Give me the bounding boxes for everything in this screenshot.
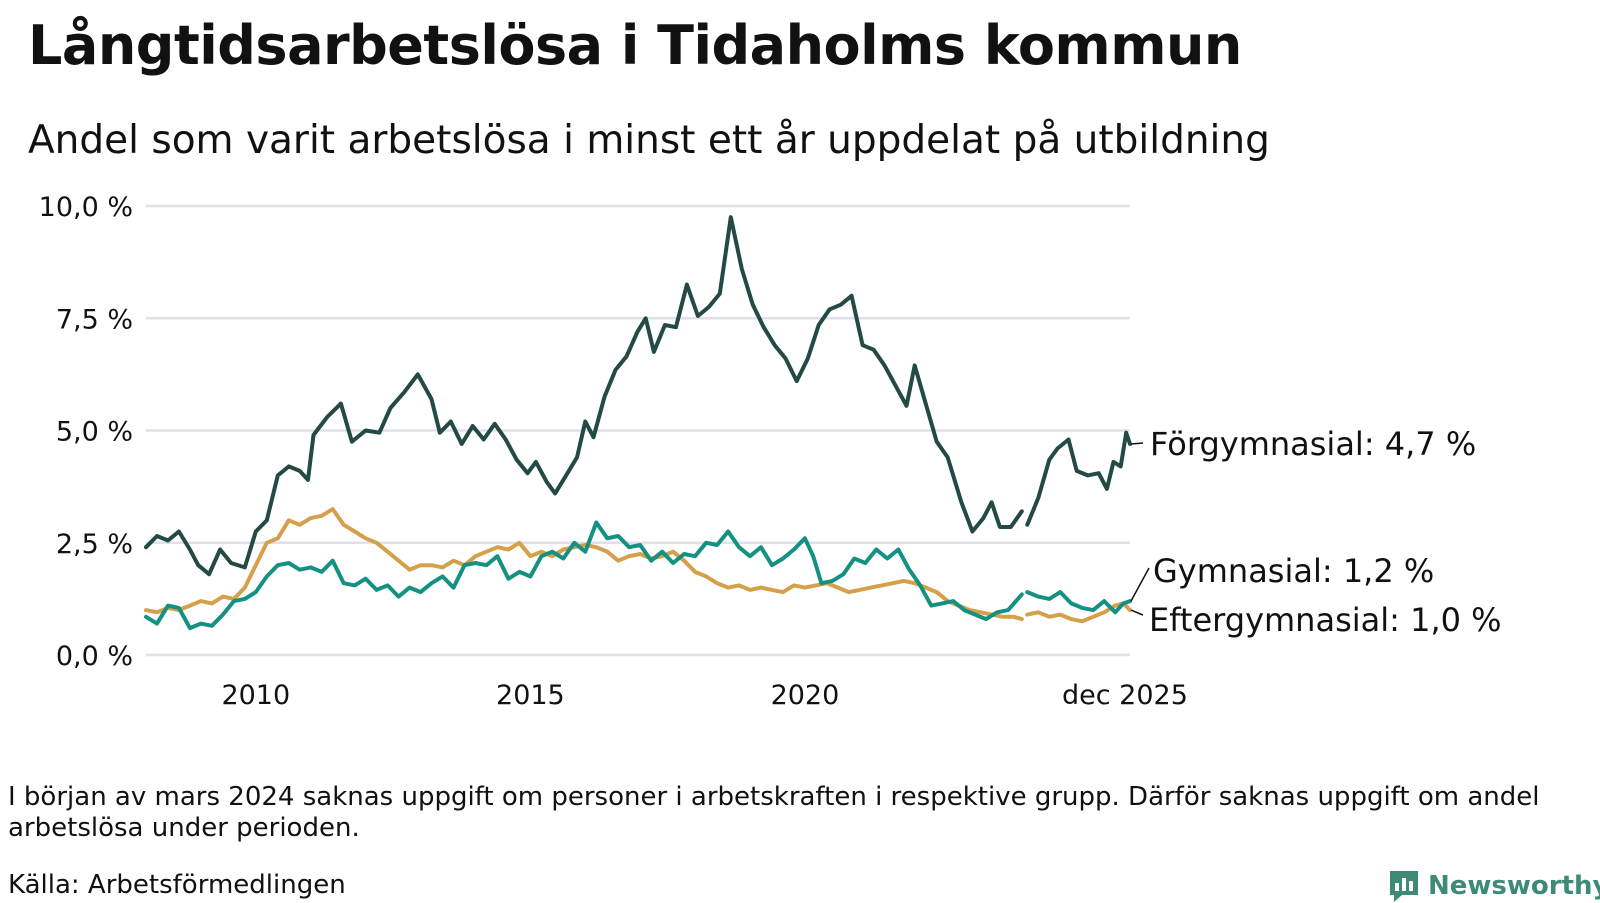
x-tick-label: 2020 [771, 680, 840, 711]
y-tick-label: 5,0 % [56, 417, 133, 448]
y-tick-label: 0,0 % [56, 641, 133, 672]
grid-layer [146, 204, 1130, 657]
x-tick-label: 2010 [221, 680, 290, 711]
series-end-label: Eftergymnasial: 1,0 % [1149, 601, 1502, 639]
line-chart: 0,0 % 2,5 % 5,0 % 7,5 % 10,0 % 2010 2015 2020 d… [39, 192, 1502, 711]
label-leader-line [1130, 609, 1144, 616]
series-line-forgymnasial [1025, 430, 1132, 527]
series-line-gymnasial [144, 520, 1024, 631]
source-text: Källa: Arbetsförmedlingen [8, 870, 346, 900]
label-leader-line [1130, 567, 1150, 602]
series-layer [144, 215, 1132, 631]
series-labels: Förgymnasial: 4,7 % Gymnasial: 1,2 % Efter… [1130, 425, 1502, 639]
series-end-label: Gymnasial: 1,2 % [1153, 552, 1434, 590]
y-tick-label: 10,0 % [39, 192, 133, 223]
x-axis-ticks: 2010 2015 2020 dec 2025 [221, 680, 1187, 711]
series-line-eftergymnasial [1025, 601, 1132, 624]
y-tick-label: 7,5 % [56, 304, 133, 335]
brand-name: Newsworthy [1428, 871, 1600, 901]
label-leader-line [1130, 442, 1144, 445]
series-line-forgymnasial [144, 215, 1024, 577]
y-axis-ticks: 0,0 % 2,5 % 5,0 % 7,5 % 10,0 % [39, 192, 133, 672]
x-tick-label: 2015 [496, 680, 565, 711]
newsworthy-logo-icon [1390, 871, 1418, 902]
footnote: I början av mars 2024 saknas uppgift om … [8, 782, 1540, 843]
chart-title: Långtidsarbetslösa i Tidaholms kommun [28, 14, 1242, 77]
x-tick-label: dec 2025 [1062, 680, 1188, 711]
series-line-gymnasial [1025, 590, 1132, 615]
y-tick-label: 2,5 % [56, 529, 133, 560]
series-end-label: Förgymnasial: 4,7 % [1150, 425, 1476, 463]
brand-logo: Newsworthy [1388, 869, 1600, 903]
chart-subtitle: Andel som varit arbetslösa i minst ett å… [28, 118, 1270, 163]
series-line-eftergymnasial [144, 507, 1024, 622]
